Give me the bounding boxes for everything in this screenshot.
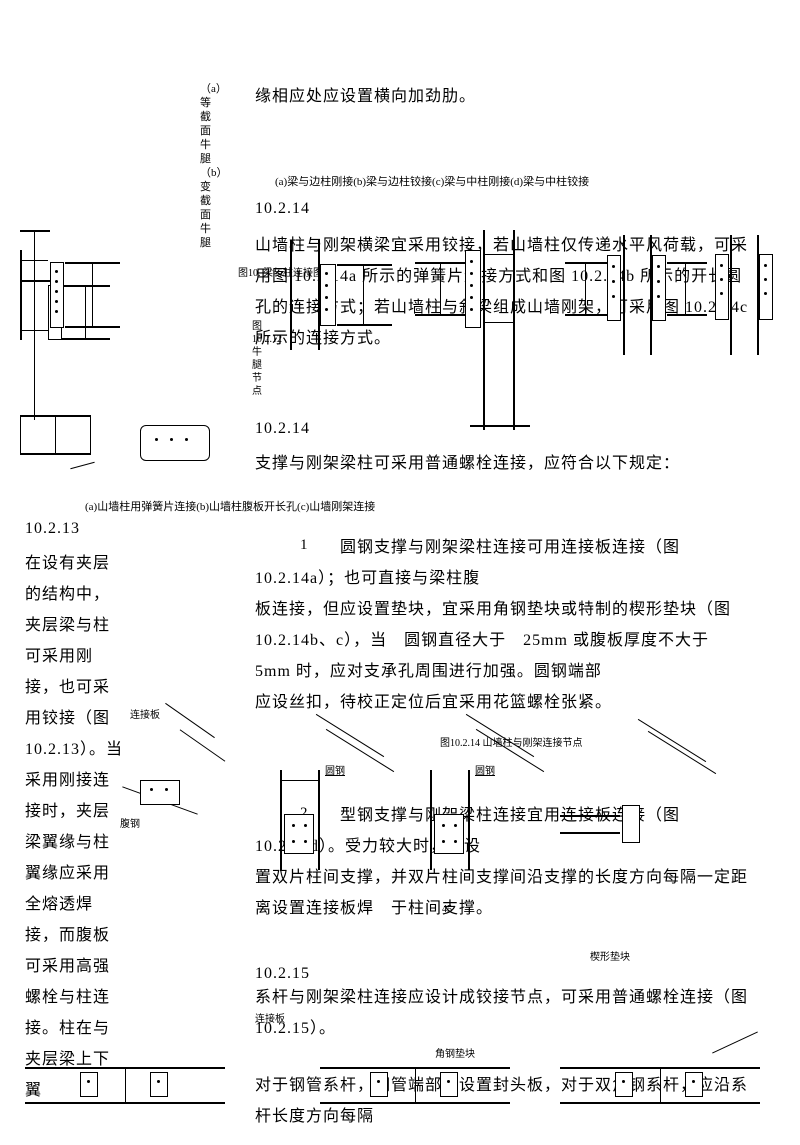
subcaption-a: (a)梁与边柱刚接(b)梁与边柱铰接(c)梁与中柱刚接(d)梁与中柱铰接	[275, 173, 589, 189]
label-jiaogang: 角钢垫块	[435, 1045, 475, 1060]
label-lianjieban2: 连接板	[255, 1010, 285, 1025]
diagram-bottom-right	[560, 1052, 770, 1132]
label-xiexing: 楔形垫块	[590, 948, 630, 963]
diagram-row-upper	[20, 200, 780, 480]
heading-10-2-15: 10.2.15	[255, 965, 310, 983]
diagram-middle-a: 圆钢	[270, 770, 390, 880]
label-fugang: 腹钢	[120, 815, 140, 830]
subcaption-b: (a)山墙柱用弹簧片连接(b)山墙柱腹板开长孔(c)山墙刚架连接	[85, 498, 375, 514]
diagram-middle-c	[560, 770, 700, 880]
diagram-bottom-mid: 角钢垫块	[320, 1052, 520, 1132]
page-number: 45	[442, 904, 452, 915]
diagram-middle-b: 圆钢	[420, 770, 540, 880]
top-text: 缘相应处应设置横向加劲肋。	[255, 82, 476, 106]
diagram-middle-left: 连接板 腹钢	[120, 710, 250, 830]
item-1-text: 圆钢支撑与刚架梁柱连接可用连接板连接（图 10.2.14a）；也可直接与梁柱腹 …	[255, 532, 755, 718]
diagram-bottom-left	[25, 1052, 235, 1132]
label-yuangang-1: 圆钢	[325, 762, 345, 777]
label-lianjieban: 连接板	[130, 706, 160, 721]
paragraph-10-2-13: 在设有夹层的结构中，夹层梁与柱可采用刚接，也可采用铰接（图 10.2.13）。当…	[25, 548, 125, 1106]
label-yuangang-2: 圆钢	[475, 762, 495, 777]
paragraph-10-2-15a: 系杆与刚架梁柱连接应设计成铰接节点，可采用普通螺栓连接（图 10.2.15）。	[255, 982, 755, 1044]
heading-10-2-13: 10.2.13	[25, 520, 80, 538]
